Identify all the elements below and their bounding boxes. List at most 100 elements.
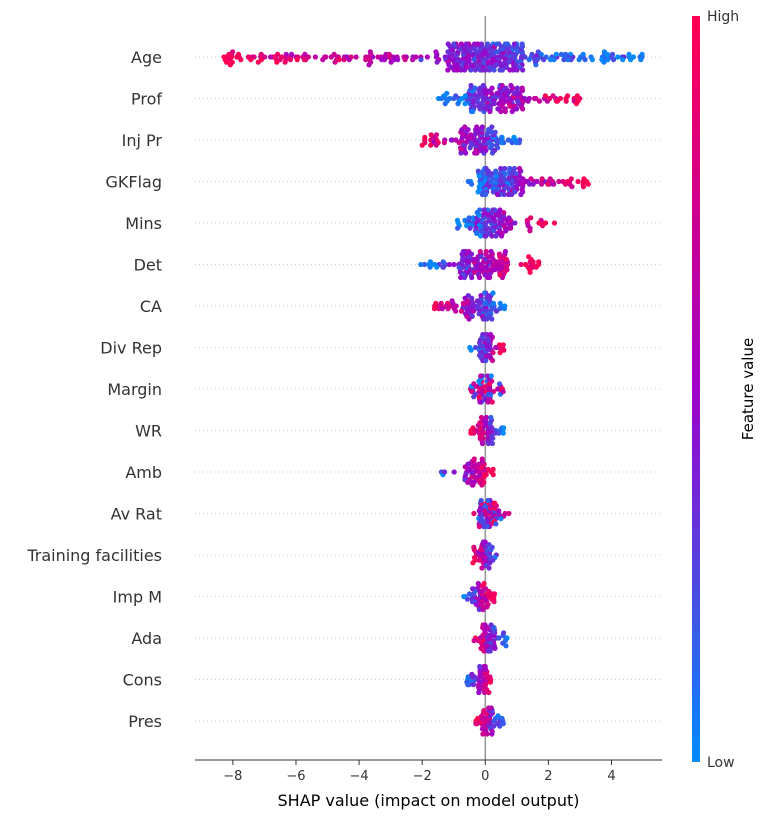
shap-point bbox=[471, 256, 477, 262]
shap-point bbox=[483, 414, 490, 421]
shap-point bbox=[461, 593, 467, 600]
shap-point bbox=[477, 337, 484, 343]
shap-point bbox=[604, 51, 611, 58]
shap-point bbox=[533, 62, 539, 68]
shap-point bbox=[433, 142, 439, 148]
shap-point bbox=[451, 67, 457, 73]
shap-point bbox=[509, 108, 515, 115]
shap-point bbox=[289, 51, 295, 58]
shap-point bbox=[500, 342, 506, 348]
shap-point bbox=[227, 62, 233, 68]
feature-label: Prof bbox=[131, 90, 162, 109]
shap-point bbox=[511, 134, 517, 140]
shap-point bbox=[468, 132, 474, 138]
shap-point bbox=[501, 210, 507, 216]
shap-point bbox=[488, 171, 494, 177]
shap-point bbox=[518, 191, 524, 198]
shap-point bbox=[478, 293, 484, 299]
shap-point bbox=[626, 51, 632, 58]
shap-point bbox=[520, 106, 526, 112]
shap-point bbox=[615, 54, 621, 60]
shap-point bbox=[471, 381, 477, 387]
shap-point bbox=[475, 189, 481, 195]
shap-point bbox=[478, 254, 484, 260]
shap-point bbox=[478, 414, 485, 421]
shap-point bbox=[492, 267, 498, 273]
shap-point bbox=[481, 207, 487, 213]
shap-point bbox=[487, 108, 493, 115]
shap-point bbox=[332, 59, 338, 65]
shap-point bbox=[489, 150, 496, 156]
shap-point bbox=[419, 142, 425, 148]
shap-point bbox=[493, 344, 499, 351]
shap-point bbox=[528, 176, 534, 182]
shap-point bbox=[471, 638, 477, 644]
shap-point bbox=[462, 217, 468, 223]
shap-point bbox=[525, 98, 531, 104]
shap-point bbox=[609, 51, 616, 58]
shap-point bbox=[506, 510, 512, 517]
shap-point bbox=[489, 233, 495, 239]
shap-point bbox=[482, 539, 488, 545]
shap-point bbox=[485, 497, 491, 504]
shap-point bbox=[526, 57, 532, 63]
shap-point bbox=[474, 230, 480, 236]
shap-point bbox=[497, 207, 503, 213]
shap-point bbox=[486, 705, 492, 711]
shap-point bbox=[465, 479, 471, 485]
shap-point bbox=[499, 103, 505, 109]
shap-point bbox=[491, 723, 497, 729]
shap-point bbox=[476, 461, 482, 467]
shap-point bbox=[379, 57, 385, 63]
shap-point bbox=[274, 59, 280, 65]
shap-point bbox=[386, 51, 392, 58]
feature-label: Inj Pr bbox=[122, 131, 163, 150]
shap-point bbox=[477, 399, 483, 405]
shap-point bbox=[312, 54, 318, 60]
shap-point bbox=[490, 207, 496, 213]
shap-point bbox=[481, 580, 487, 587]
shap-point bbox=[507, 165, 513, 172]
shap-point bbox=[336, 57, 342, 63]
shap-point bbox=[449, 298, 455, 304]
shap-point bbox=[565, 57, 571, 63]
shap-point bbox=[262, 54, 268, 60]
shap-point bbox=[490, 472, 496, 478]
shap-point bbox=[341, 57, 347, 63]
shap-point bbox=[504, 88, 511, 94]
shap-point bbox=[530, 181, 536, 187]
shap-point bbox=[505, 137, 511, 143]
shap-point bbox=[433, 49, 439, 55]
shap-point bbox=[630, 54, 637, 60]
shap-point bbox=[489, 731, 495, 737]
shap-point bbox=[501, 191, 507, 198]
shap-point bbox=[476, 274, 483, 281]
shap-point bbox=[488, 373, 494, 379]
shap-point bbox=[491, 599, 497, 605]
shap-point bbox=[492, 129, 498, 135]
shap-point bbox=[464, 313, 470, 319]
shap-point bbox=[479, 565, 485, 571]
shap-point bbox=[503, 256, 509, 262]
shap-point bbox=[472, 85, 478, 91]
shap-point bbox=[484, 331, 490, 338]
shap-point bbox=[513, 140, 519, 146]
shap-point bbox=[493, 168, 499, 174]
shap-point bbox=[497, 300, 503, 306]
shap-point bbox=[474, 721, 480, 727]
shap-point bbox=[580, 51, 586, 58]
shap-point bbox=[462, 67, 468, 73]
shap-point bbox=[512, 220, 518, 226]
shap-point bbox=[527, 228, 533, 234]
feature-label: Imp M bbox=[113, 588, 162, 607]
shap-point bbox=[483, 357, 489, 364]
shap-point bbox=[563, 51, 569, 58]
shap-point bbox=[497, 272, 503, 278]
shap-point bbox=[482, 544, 488, 550]
shap-point bbox=[453, 303, 459, 309]
shap-point bbox=[506, 215, 512, 221]
shap-point bbox=[472, 150, 478, 156]
shap-point bbox=[489, 399, 495, 405]
shap-point bbox=[475, 41, 481, 47]
shap-point bbox=[456, 264, 462, 270]
